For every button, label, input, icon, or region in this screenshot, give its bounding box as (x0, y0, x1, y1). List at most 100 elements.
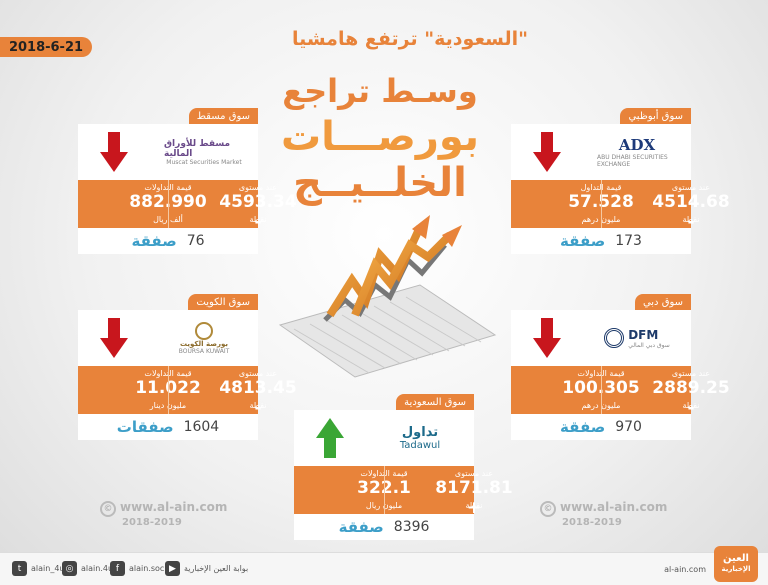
card-header: ADX ABU DHABI SECURITIES EXCHANGE (511, 124, 691, 180)
level-caption: عند مستوى (454, 469, 494, 478)
watermark-site: www.al-ain.com (560, 500, 668, 514)
copyright-icon: © (540, 501, 556, 517)
level-unit: نقطة (682, 401, 700, 410)
index-level: عند مستوى 8171.81 + نقطة (384, 466, 513, 518)
footer-instagram[interactable]: ◎ alain.4u (62, 561, 113, 576)
index-level: عند مستوى 2889.25 - نقطة (601, 366, 730, 418)
trading-value-number: 57.528 (568, 192, 634, 212)
deals-label: صفقة (560, 232, 606, 250)
deals-label: صفقات (116, 418, 174, 436)
footer-site[interactable]: al-ain.com (664, 565, 706, 574)
level-number: 4514.68 - (652, 192, 730, 232)
down-arrow-icon (100, 318, 128, 358)
trading-value-unit: ألف ريال (153, 215, 183, 224)
watermark-years: 2018-2019 (562, 517, 622, 528)
level-unit: نقطة (682, 215, 700, 224)
trading-value: قيمة التداولات 322.1 مليون ريال (294, 466, 411, 514)
dfm-logo: DFM سوق دبي المالي (597, 320, 677, 356)
subtitle: "السعودية" ترتفع هامشيا (291, 28, 529, 50)
brand-name: العين (723, 553, 749, 564)
twitter-handle: alain_4u (31, 564, 65, 573)
logo-text: DFM (628, 327, 659, 342)
muscat-logo: مسقط للأوراق المالية Muscat Securities M… (164, 134, 244, 170)
dfm-wordmark: DFM سوق دبي المالي (628, 328, 670, 349)
up-arrow-icon (316, 418, 344, 458)
deals-label: صفقة (560, 418, 606, 436)
facebook-icon: f (110, 561, 125, 576)
deals-row: 970 صفقة (511, 414, 691, 440)
card-values: قيمة التداولات 322.1 مليون ريال عند مستو… (294, 466, 513, 518)
headline-line-1: وسـط تراجع (282, 72, 478, 110)
market-name: سوق أبوظبي (620, 108, 691, 124)
watermark-right: © www.al-ain.com 2018-2019 (540, 500, 667, 528)
brand-logo: العين الإخبارية (714, 546, 758, 582)
level-caption: عند مستوى (238, 369, 278, 378)
deals-count: 8396 (393, 519, 430, 535)
deals-count: 173 (615, 233, 642, 249)
market-name: سوق الكويت (188, 294, 258, 310)
instagram-handle: alain.4u (81, 564, 114, 573)
level-number: 2889.25 - (652, 378, 730, 418)
watermark-left: © www.al-ain.com 2018-2019 (100, 500, 227, 528)
down-arrow-icon (100, 132, 128, 172)
deals-row: 1604 صفقات (78, 414, 258, 440)
level-unit: نقطة (465, 501, 483, 510)
footer-facebook[interactable]: f alain.social (110, 561, 174, 576)
level-caption: عند مستوى (238, 183, 278, 192)
headline: وسـط تراجع بورصـــات الخلــيــج (250, 68, 510, 206)
card-values: قيمة التداول 57.528 مليون درهم عند مستوى… (511, 180, 730, 232)
logo-text: ADX (618, 136, 656, 154)
youtube-icon: ▶ (165, 561, 180, 576)
tadawul-logo: تداول Tadawul (380, 420, 460, 456)
deals-label: صفقة (338, 518, 384, 536)
market-name: سوق السعودية (396, 394, 474, 410)
level-number: 8171.81 + (435, 478, 513, 518)
trading-value-number: 11.022 (135, 378, 201, 398)
card-values: قيمة التداولات 11.022 مليون دينار عند مس… (78, 366, 297, 418)
youtube-channel: بوابة العين الإخبارية (184, 564, 249, 573)
logo-subtext: سوق دبي المالي (628, 341, 670, 349)
boursa-emblem-icon (195, 321, 213, 340)
trading-value: قيمة التداولات 11.022 مليون دينار (78, 366, 201, 414)
deals-row: 76 صفقة (78, 228, 258, 254)
index-level: عند مستوى 4514.68 - نقطة (601, 180, 730, 232)
dfm-emblem-icon (604, 328, 625, 348)
footer-youtube[interactable]: ▶ بوابة العين الإخبارية (165, 561, 248, 576)
market-name: سوق مسقط (188, 108, 258, 124)
trading-value: قيمة التداول 57.528 مليون درهم (511, 180, 634, 228)
trading-value: قيمة التداولات 882.990 ألف ريال (78, 180, 206, 228)
kuwait-logo: بورصة الكويت BOURSA KUWAIT (164, 320, 244, 356)
deals-row: 8396 صفقة (294, 514, 474, 540)
copyright-icon: © (100, 501, 116, 517)
instagram-icon: ◎ (62, 561, 77, 576)
card-header: مسقط للأوراق المالية Muscat Securities M… (78, 124, 258, 180)
logo-subtext: Muscat Securities Market (166, 158, 242, 166)
card-values: قيمة التداولات 882.990 ألف ريال عند مستو… (78, 180, 297, 232)
down-arrow-icon (533, 132, 561, 172)
chart-illustration (278, 215, 497, 378)
footer-twitter[interactable]: t alain_4u (12, 561, 64, 576)
card-header: DFM سوق دبي المالي (511, 310, 691, 366)
twitter-icon: t (12, 561, 27, 576)
headline-line-2: بورصـــات (280, 114, 479, 160)
logo-text: مسقط للأوراق المالية (164, 138, 231, 159)
level-caption: عند مستوى (671, 369, 711, 378)
logo-subtext: ABU DHABI SECURITIES EXCHANGE (597, 154, 668, 168)
logo-subtext: BOURSA KUWAIT (178, 347, 230, 355)
logo-text: بورصة الكويت (179, 339, 229, 348)
level-number: 4813.45 - (219, 378, 297, 418)
deals-count: 970 (615, 419, 642, 435)
deals-row: 173 صفقة (511, 228, 691, 254)
level-number: 4593.34 - (219, 192, 297, 232)
logo-subtext: Tadawul (399, 440, 441, 451)
market-name: سوق دبي (634, 294, 691, 310)
logo-text: تداول (401, 425, 439, 440)
level-caption: عند مستوى (671, 183, 711, 192)
card-values: قيمة التداولات 100.305 مليون درهم عند مس… (511, 366, 730, 418)
index-level: عند مستوى 4813.45 - نقطة (168, 366, 297, 418)
adx-logo: ADX ABU DHABI SECURITIES EXCHANGE (597, 134, 677, 170)
footer: t alain_4u ◎ alain.4u f alain.social ▶ ب… (0, 552, 768, 585)
watermark-years: 2018-2019 (122, 517, 182, 528)
trading-value: قيمة التداولات 100.305 مليون درهم (511, 366, 639, 414)
watermark-site: www.al-ain.com (120, 500, 228, 514)
